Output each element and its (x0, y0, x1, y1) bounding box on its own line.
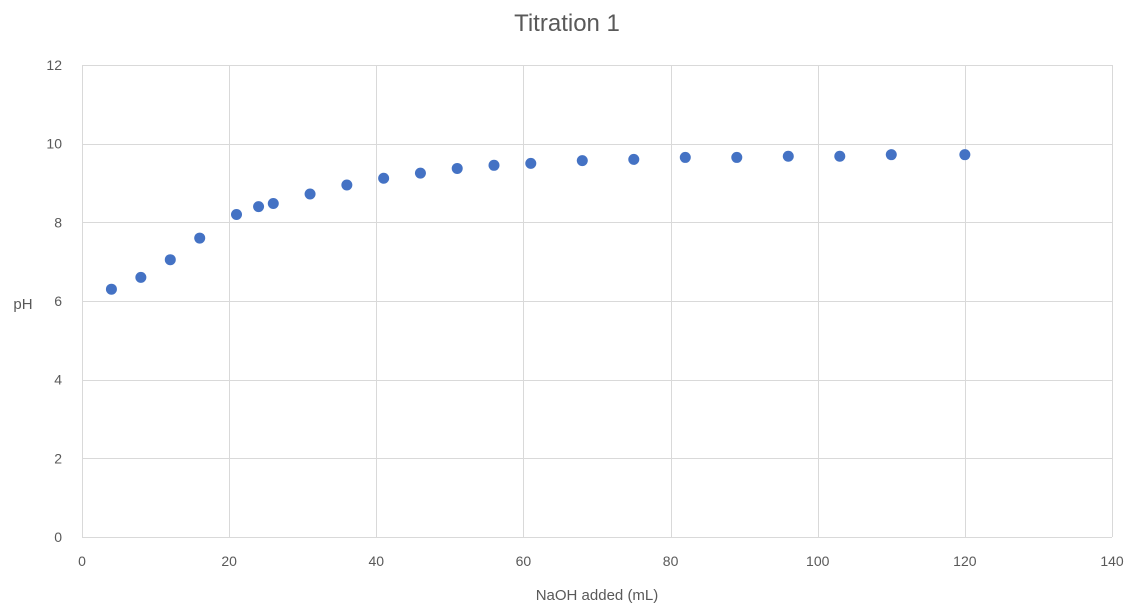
data-point (231, 208, 242, 220)
x-tick-label: 40 (368, 553, 384, 569)
data-point (628, 153, 640, 165)
data-point (414, 167, 426, 179)
y-tick-label: 6 (54, 293, 62, 309)
data-point (488, 159, 500, 171)
data-point (525, 157, 537, 169)
x-axis-title: NaOH added (mL) (536, 587, 659, 604)
data-point (378, 172, 390, 184)
chart-title: Titration 1 (514, 10, 620, 37)
data-point (194, 232, 206, 244)
data-point (679, 151, 691, 163)
data-point (885, 149, 897, 161)
x-tick-label: 0 (78, 553, 86, 569)
y-axis-title: pH (13, 296, 32, 313)
y-tick-label: 4 (54, 372, 62, 388)
data-point (135, 271, 147, 283)
x-tick-label: 100 (806, 553, 830, 569)
data-point (959, 149, 971, 161)
data-point (782, 150, 794, 162)
y-tick-label: 0 (54, 529, 62, 545)
x-tick-label: 140 (1100, 553, 1124, 569)
x-axis-ticks: 0 20 40 60 80 100 120 140 (78, 553, 1124, 569)
data-point (253, 201, 265, 213)
y-tick-label: 12 (46, 57, 62, 73)
y-tick-label: 10 (46, 136, 62, 152)
data-point (576, 155, 588, 167)
y-axis-ticks: 0 2 4 6 8 10 12 (46, 57, 62, 545)
x-tick-label: 20 (221, 553, 237, 569)
y-tick-label: 2 (54, 450, 62, 466)
data-point (105, 283, 117, 295)
data-point (304, 188, 316, 200)
data-point (164, 254, 176, 266)
x-tick-label: 80 (663, 553, 679, 569)
grid-lines (82, 65, 1113, 538)
data-point (451, 162, 463, 174)
x-tick-label: 120 (953, 553, 977, 569)
x-tick-label: 60 (516, 553, 532, 569)
data-point (731, 151, 743, 163)
data-point (267, 197, 279, 209)
y-tick-label: 8 (54, 214, 62, 230)
data-point (834, 150, 846, 162)
data-point (341, 179, 353, 191)
data-points (105, 149, 971, 295)
